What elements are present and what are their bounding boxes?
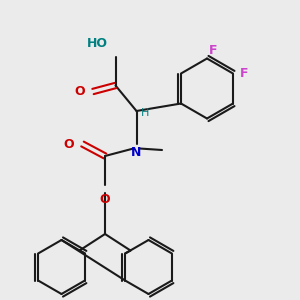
Text: O: O [100,193,110,206]
Text: F: F [208,44,217,57]
Text: H: H [141,107,149,118]
Text: N: N [131,146,142,158]
Text: F: F [240,67,248,80]
Text: O: O [74,85,85,98]
Text: HO: HO [87,38,108,50]
Text: O: O [64,137,74,151]
